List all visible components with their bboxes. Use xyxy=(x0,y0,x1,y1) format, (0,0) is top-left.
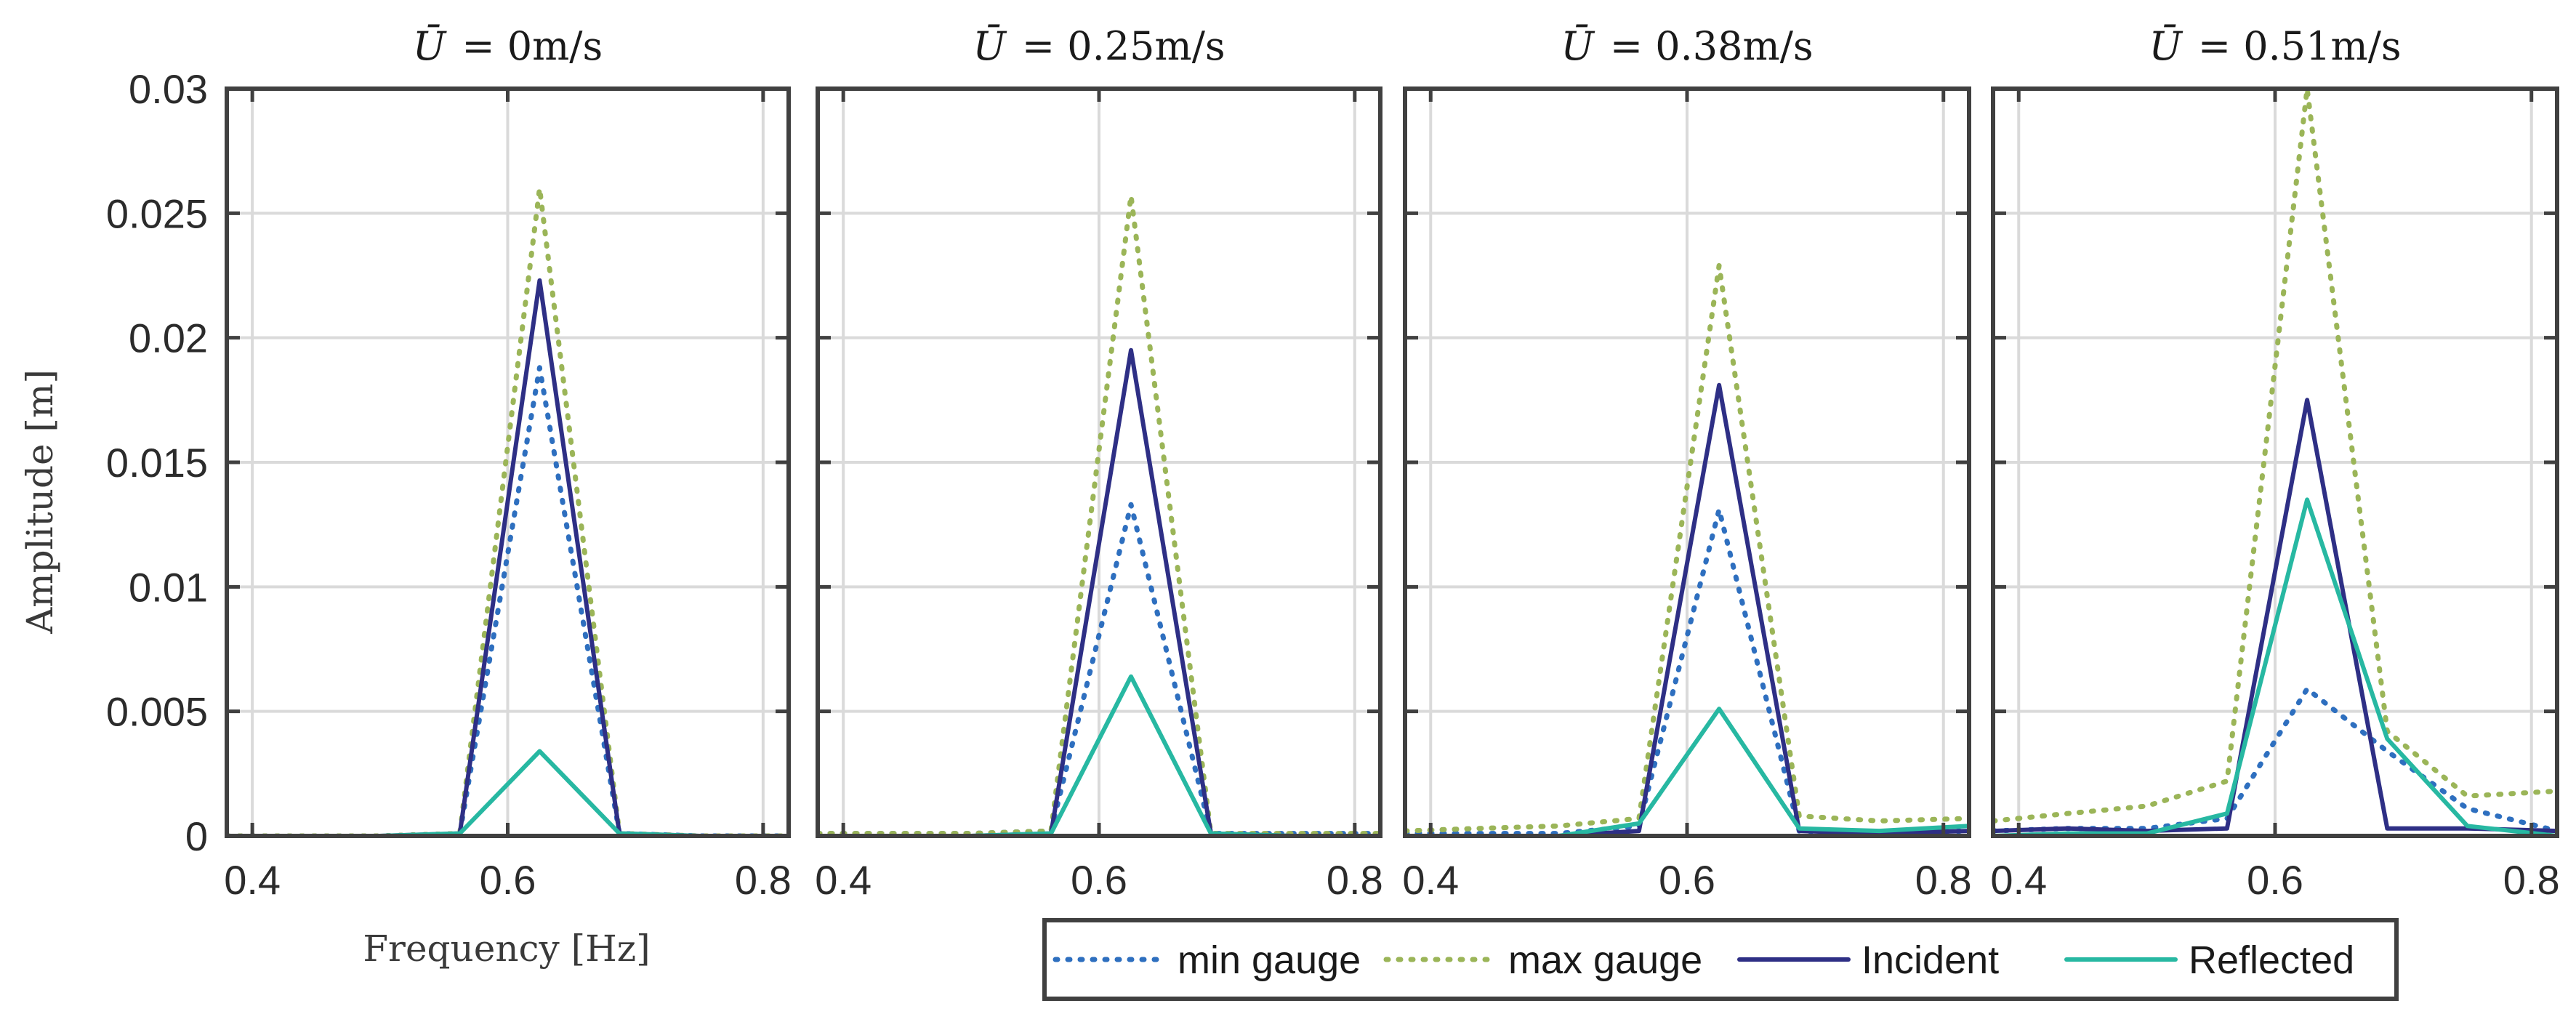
series-line-incident xyxy=(1405,382,1969,836)
panel-2: 0.4 0.6 0.8 Ū = 0.25m/s xyxy=(815,23,1382,903)
y-tick-label: 0.025 xyxy=(106,190,208,236)
x-tick-label: 0.6 xyxy=(2247,857,2303,903)
x-tick-label: 0.8 xyxy=(735,857,792,903)
x-tick-label: 0.8 xyxy=(1915,857,1972,903)
legend-label: Reflected xyxy=(2189,938,2354,982)
y-tick-label: 0.03 xyxy=(129,66,208,112)
x-tick-label: 0.4 xyxy=(815,857,872,903)
x-tick-label: 0.6 xyxy=(1071,857,1127,903)
series-line-incident xyxy=(1993,398,2557,834)
series-line-max-gauge xyxy=(227,185,789,836)
panel-title-variable: Ū xyxy=(413,23,447,69)
series-line-min-gauge xyxy=(227,365,789,836)
series-line-min-gauge xyxy=(1405,507,1969,836)
y-tick-label: 0.02 xyxy=(129,315,208,361)
legend-label: Incident xyxy=(1861,938,1999,982)
legend: min gauge max gauge Incident Reflected xyxy=(1042,918,2399,1001)
panel-title: Ū = 0m/s xyxy=(413,23,603,69)
panel-title-value: = 0.25m/s xyxy=(1022,23,1225,69)
x-tick-label: 0.4 xyxy=(1990,857,2047,903)
panel-title: Ū = 0.38m/s xyxy=(1561,23,1813,69)
panel-title: Ū = 0.25m/s xyxy=(973,23,1225,69)
legend-label: min gauge xyxy=(1178,938,1361,982)
x-tick-label: 0.8 xyxy=(1327,857,1383,903)
series-line-max-gauge xyxy=(1993,86,2557,824)
panel-title-value: = 0.51m/s xyxy=(2198,23,2402,69)
x-tick-label: 0.6 xyxy=(480,857,536,903)
y-axis-title: Amplitude [m] xyxy=(19,369,61,635)
panel-1: 0.4 0.6 0.8 0 0.005 0.01 0.015 0.02 0.025 0.03 Ū = … xyxy=(106,23,792,903)
panel-title-value: = 0m/s xyxy=(462,23,603,69)
legend-label: max gauge xyxy=(1508,938,1702,982)
panel-4: 0.4 0.6 0.8 Ū = 0.51m/s xyxy=(1990,23,2559,903)
x-axis-title: Frequency [Hz] xyxy=(363,928,650,970)
panel-title-variable: Ū xyxy=(1561,23,1595,69)
panels: 0.4 0.6 0.8 0 0.005 0.01 0.015 0.02 0.025 0.03 Ū = … xyxy=(106,23,2560,903)
panel-3: 0.4 0.6 0.8 Ū = 0.38m/s xyxy=(1402,23,1971,903)
x-tick-label: 0.4 xyxy=(224,857,281,903)
panel-title-variable: Ū xyxy=(973,23,1007,69)
y-tick-label: 0.01 xyxy=(129,564,208,610)
series-line-max-gauge xyxy=(1405,262,1969,834)
x-tick-label: 0.4 xyxy=(1402,857,1459,903)
series-line-reflected xyxy=(1993,497,2557,836)
x-tick-label: 0.8 xyxy=(2503,857,2560,903)
y-tick-label: 0 xyxy=(185,813,208,859)
series-line-reflected xyxy=(1405,707,1969,836)
x-tick-label: 0.6 xyxy=(1659,857,1715,903)
y-tick-label: 0.005 xyxy=(106,689,208,735)
panel-title-value: = 0.38m/s xyxy=(1610,23,1814,69)
panel-title: Ū = 0.51m/s xyxy=(2149,23,2401,69)
y-tick-label: 0.015 xyxy=(106,440,208,486)
panel-title-variable: Ū xyxy=(2149,23,2183,69)
